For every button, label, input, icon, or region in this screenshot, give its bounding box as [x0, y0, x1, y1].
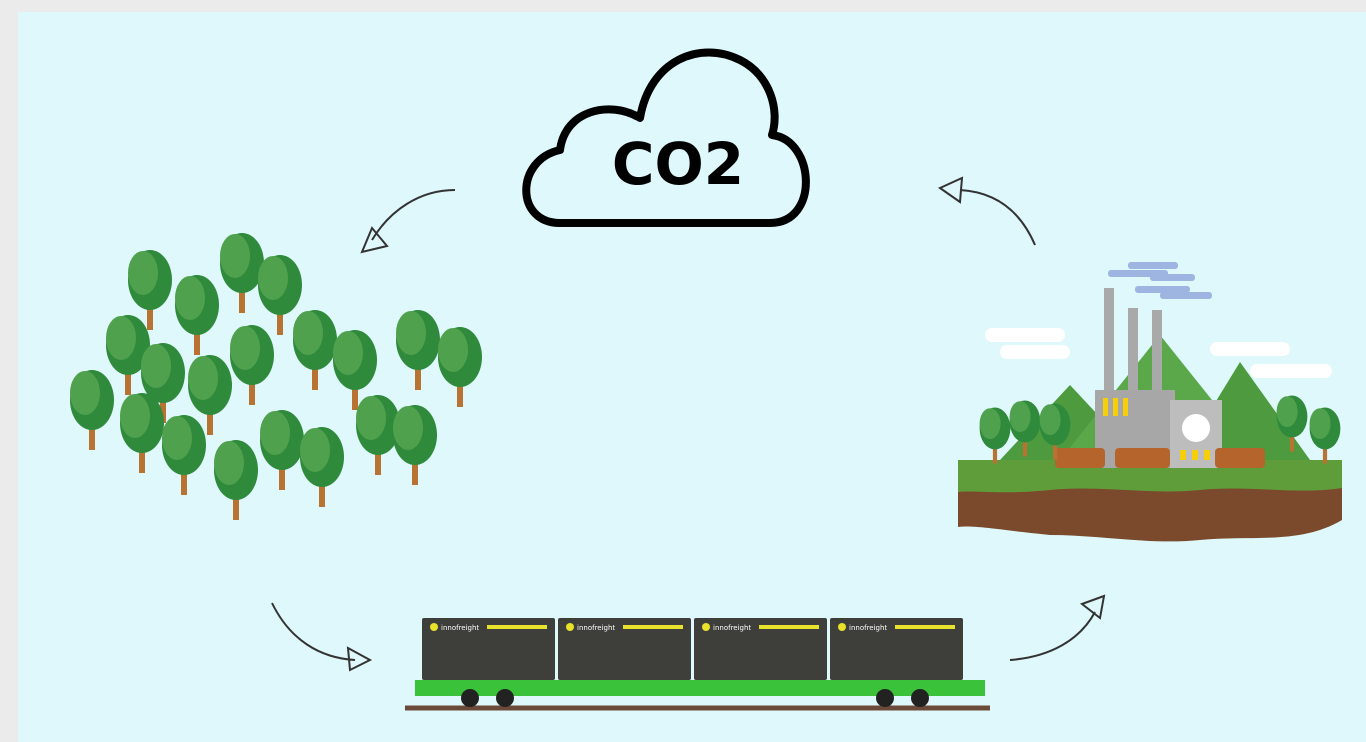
- container-logo: [838, 623, 846, 631]
- tree-crown: [1040, 404, 1061, 435]
- cloud-label: CO2: [612, 130, 744, 198]
- page: CO2: [0, 0, 1366, 742]
- container-stripe: [895, 625, 955, 629]
- container-brand: innofreight: [441, 624, 479, 632]
- container-stripe: [623, 625, 683, 629]
- tree-crown: [106, 316, 136, 360]
- tree-crown: [438, 328, 468, 372]
- tree-crown: [258, 256, 288, 300]
- container-brand: innofreight: [849, 624, 887, 632]
- container-brand: innofreight: [577, 624, 615, 632]
- tree-crown: [120, 394, 150, 438]
- container-logo: [702, 623, 710, 631]
- tree-crown: [214, 441, 244, 485]
- tree-crown: [220, 234, 250, 278]
- scene: CO2: [0, 0, 1366, 742]
- tree-crown: [393, 406, 423, 450]
- tree-crown: [188, 356, 218, 400]
- tree-crown: [175, 276, 205, 320]
- tree-crown: [128, 251, 158, 295]
- tree-crown: [70, 371, 100, 415]
- tree-crown: [300, 428, 330, 472]
- container-stripe: [759, 625, 819, 629]
- tree-crown: [293, 311, 323, 355]
- container-logo: [566, 623, 574, 631]
- tree-crown: [396, 311, 426, 355]
- tree-crown: [333, 331, 363, 375]
- container-stripe: [487, 625, 547, 629]
- tree-crown: [1310, 408, 1331, 439]
- tree-crown: [162, 416, 192, 460]
- container-brand: innofreight: [713, 624, 751, 632]
- tree-crown: [356, 396, 386, 440]
- train: innofreight innofreight innofreight innofre…: [405, 618, 990, 708]
- tree-crown: [1010, 401, 1031, 432]
- tree-crown: [230, 326, 260, 370]
- tree-crown: [1277, 396, 1298, 427]
- tree-crown: [141, 344, 171, 388]
- tree-crown: [260, 411, 290, 455]
- tree-crown: [980, 408, 1001, 439]
- container-logo: [430, 623, 438, 631]
